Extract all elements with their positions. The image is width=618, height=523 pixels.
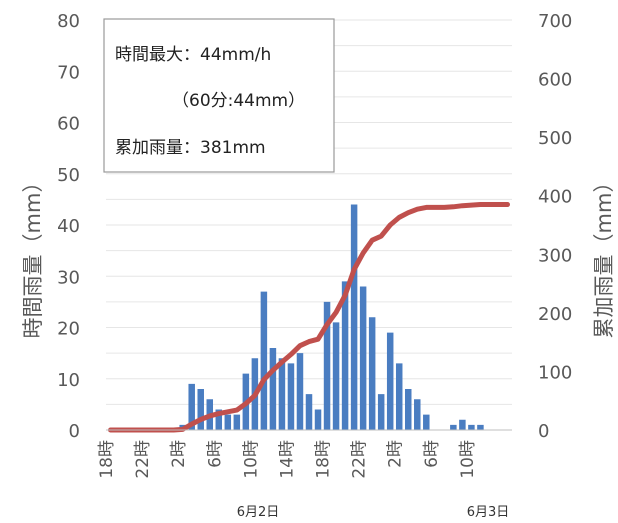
left-tick-label: 70	[57, 62, 80, 83]
rain-bar	[404, 389, 412, 430]
rain-bar	[450, 424, 457, 430]
left-tick-label: 30	[57, 267, 80, 288]
left-tick-label: 60	[57, 114, 80, 135]
right-tick-label: 400	[538, 187, 572, 208]
rain-bar	[377, 394, 385, 430]
rain-bar	[314, 409, 322, 430]
rain-bar	[197, 389, 204, 430]
rain-bar	[477, 424, 484, 430]
left-tick-label: 40	[57, 216, 80, 237]
right-axis-ticks: 0 100 200 300 400 500 600 700	[538, 11, 572, 442]
x-tick-label: 18時	[314, 440, 334, 479]
right-tick-label: 200	[538, 304, 572, 325]
right-tick-label: 600	[538, 70, 572, 91]
right-tick-label: 100	[538, 362, 572, 383]
rain-bar	[260, 291, 268, 430]
rain-bar	[323, 301, 331, 430]
x-axis-ticks: 18時 22時 2時 6時 10時 14時 18時 22時 2時 6時 10時	[97, 440, 478, 479]
annotation-60min: （60分:44mm）	[172, 91, 305, 111]
x-tick-label: 2時	[169, 440, 189, 468]
rain-bar	[468, 424, 475, 430]
left-tick-label: 10	[57, 370, 80, 391]
right-tick-label: 700	[538, 11, 572, 32]
rain-bar	[269, 348, 277, 430]
rain-bar	[395, 363, 403, 430]
rain-bar	[305, 394, 313, 430]
right-tick-label: 300	[538, 245, 572, 266]
rain-bar	[341, 281, 349, 430]
left-tick-label: 50	[57, 165, 80, 186]
annotation-total: 累加雨量：381mm	[115, 138, 266, 158]
rain-bar	[188, 383, 195, 430]
annotation-max-hourly: 時間最大：44mm/h	[115, 45, 271, 65]
x-tick-label: 22時	[133, 440, 153, 479]
rain-bar	[359, 286, 367, 430]
right-tick-label: 500	[538, 128, 572, 149]
hourly-rain-bars	[179, 204, 484, 430]
rain-bar	[224, 414, 232, 430]
x-tick-label: 6時	[205, 440, 225, 468]
rain-bar	[215, 409, 223, 430]
left-axis-title: 時間雨量（mm）	[21, 172, 45, 339]
left-axis-ticks: 0 10 20 30 40 50 60 70 80	[57, 11, 80, 442]
x-tick-label: 18時	[97, 440, 117, 479]
rain-bar	[350, 204, 358, 430]
right-axis-title: 累加雨量（mm）	[592, 172, 616, 339]
annotation-box: 時間最大：44mm/h （60分:44mm） 累加雨量：381mm	[103, 18, 335, 173]
date-label-jun3: 6月3日	[467, 505, 510, 520]
right-tick-label: 0	[538, 421, 549, 442]
x-tick-label: 22時	[350, 440, 370, 479]
rain-bar	[414, 399, 421, 430]
date-label-jun2: 6月2日	[237, 505, 280, 520]
rain-bar	[386, 332, 394, 430]
x-tick-label: 14時	[277, 440, 297, 479]
x-tick-label: 10時	[458, 440, 478, 479]
rain-bar	[368, 317, 376, 430]
rain-bar	[287, 363, 295, 430]
rain-bar	[296, 353, 304, 430]
rain-bar	[332, 322, 340, 430]
rain-bar	[278, 358, 286, 430]
x-tick-label: 10時	[241, 440, 261, 479]
rain-bar	[233, 414, 241, 430]
rain-bar	[459, 419, 466, 430]
left-tick-label: 20	[57, 319, 80, 340]
rain-bar	[423, 414, 430, 430]
left-tick-label: 80	[57, 11, 80, 32]
x-tick-label: 6時	[422, 440, 442, 468]
left-tick-label: 0	[69, 421, 80, 442]
x-tick-label: 2時	[386, 440, 406, 468]
